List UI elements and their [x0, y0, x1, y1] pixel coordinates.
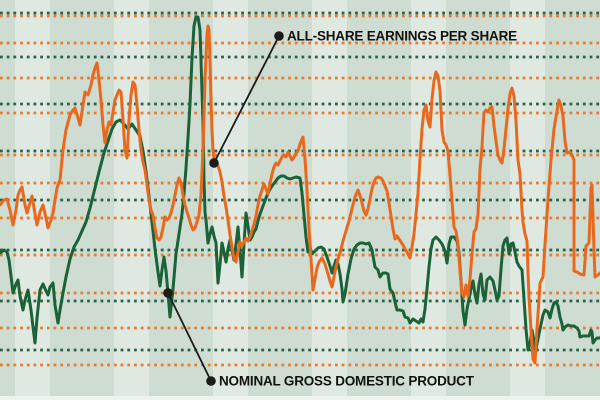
callout-anchor-dot — [163, 288, 173, 298]
callout-line — [213, 35, 280, 164]
callout-line — [167, 292, 212, 382]
annotation-eps-label: ALL-SHARE EARNINGS PER SHARE — [287, 28, 517, 44]
bottom-edge-strip — [0, 396, 600, 400]
series-line-gdp — [0, 15, 600, 357]
annotation-eps-callout — [209, 31, 284, 168]
callout-anchor-dot — [209, 158, 219, 168]
callout-label-dot — [274, 31, 284, 41]
callout-label-dot — [206, 376, 216, 386]
annotation-gdp-callout — [163, 288, 216, 386]
series-line-eps — [0, 24, 600, 365]
annotation-gdp-label: NOMINAL GROSS DOMESTIC PRODUCT — [219, 373, 474, 389]
